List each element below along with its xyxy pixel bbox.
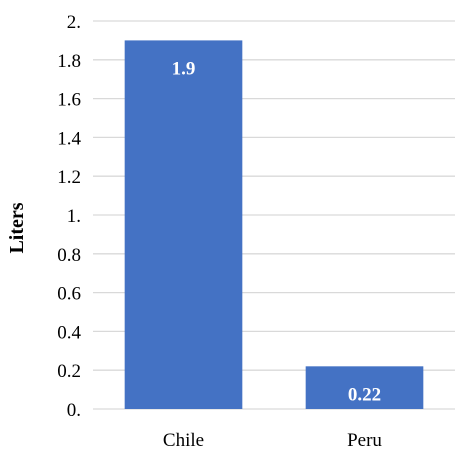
x-tick-label: Peru bbox=[347, 430, 382, 451]
y-tick-label: 0. bbox=[67, 400, 81, 421]
y-axis-tick-labels: 0. 0.2 0.4 0.6 0.8 1. 1.2 1.4 1.6 1.8 2. bbox=[57, 12, 81, 421]
y-tick-label: 0.8 bbox=[57, 245, 81, 266]
bars: 1.9 0.22 bbox=[124, 40, 424, 410]
y-axis-title: Liters bbox=[6, 202, 28, 253]
y-tick-label: 0.6 bbox=[57, 284, 81, 305]
bar-chile bbox=[124, 40, 243, 410]
y-tick-label: 2. bbox=[67, 12, 81, 33]
x-tick-label: Chile bbox=[163, 430, 204, 451]
y-tick-label: 1.2 bbox=[57, 167, 81, 188]
x-axis-tick-labels: Chile Peru bbox=[163, 430, 382, 451]
y-tick-label: 1.6 bbox=[57, 90, 81, 111]
y-tick-label: 1. bbox=[67, 206, 81, 227]
data-label-peru: 0.22 bbox=[348, 384, 381, 405]
bar-peru bbox=[305, 366, 424, 409]
y-tick-label: 1.8 bbox=[57, 51, 81, 72]
y-tick-label: 1.4 bbox=[57, 128, 81, 149]
data-label-chile: 1.9 bbox=[172, 58, 196, 79]
y-tick-label: 0.2 bbox=[57, 361, 81, 382]
y-tick-label: 0.4 bbox=[57, 322, 81, 343]
